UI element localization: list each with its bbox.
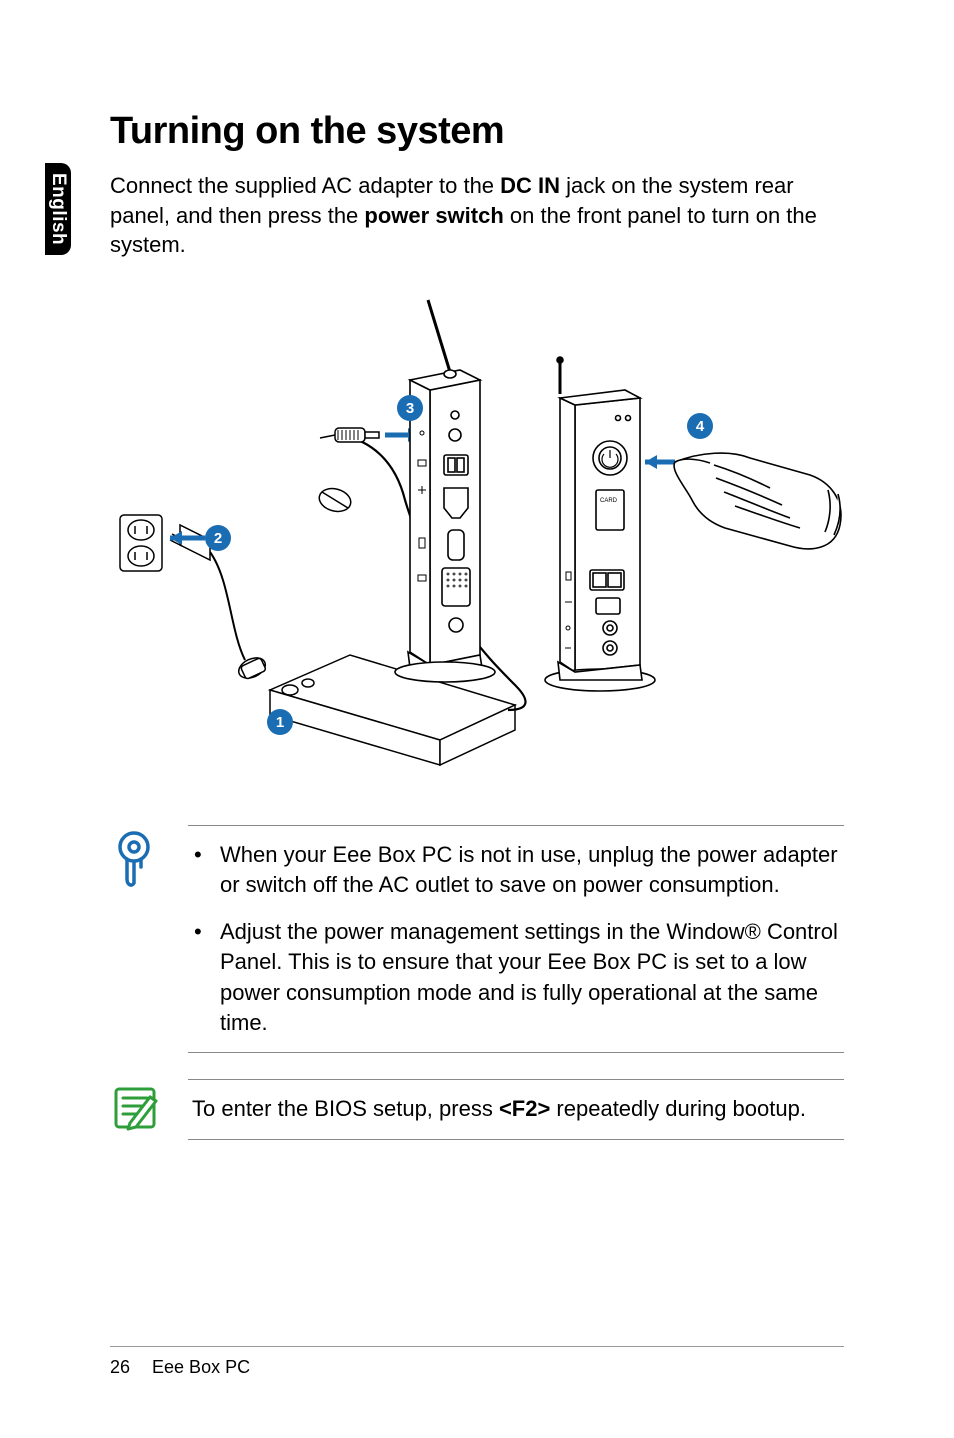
tip-icon [110, 825, 160, 896]
intro-paragraph: Connect the supplied AC adapter to the D… [110, 171, 844, 260]
intro-bold-1: DC IN [500, 173, 560, 198]
svg-text:CARD: CARD [600, 498, 618, 504]
callout-3: 3 [397, 395, 423, 421]
note-text-2: repeatedly during bootup. [550, 1096, 806, 1121]
callout-2: 2 [205, 525, 231, 551]
note-icon [110, 1079, 160, 1138]
note-bold-1: <F2> [499, 1096, 550, 1121]
intro-text-1: Connect the supplied AC adapter to the [110, 173, 500, 198]
svg-text:3: 3 [406, 400, 414, 417]
svg-text:1: 1 [276, 714, 284, 731]
language-tab: English [45, 163, 71, 255]
intro-bold-2: power switch [364, 203, 503, 228]
setup-diagram: CARD [110, 290, 844, 785]
tip-item-1: When your Eee Box PC is not in use, unpl… [220, 840, 840, 901]
svg-text:2: 2 [214, 530, 222, 547]
tip-block: When your Eee Box PC is not in use, unpl… [110, 825, 844, 1053]
page-heading: Turning on the system [110, 110, 844, 153]
note-block: To enter the BIOS setup, press <F2> repe… [110, 1079, 844, 1139]
page-footer: 26 Eee Box PC [110, 1346, 844, 1378]
arrow-4 [645, 455, 675, 469]
footer-page-number: 26 [110, 1357, 130, 1378]
tip-item-2: Adjust the power management settings in … [220, 917, 840, 1038]
svg-text:4: 4 [696, 418, 705, 435]
callout-4: 4 [687, 413, 713, 439]
callout-1: 1 [267, 709, 293, 735]
footer-title: Eee Box PC [152, 1357, 250, 1378]
note-text-1: To enter the BIOS setup, press [192, 1096, 499, 1121]
note-content: To enter the BIOS setup, press <F2> repe… [188, 1079, 844, 1139]
